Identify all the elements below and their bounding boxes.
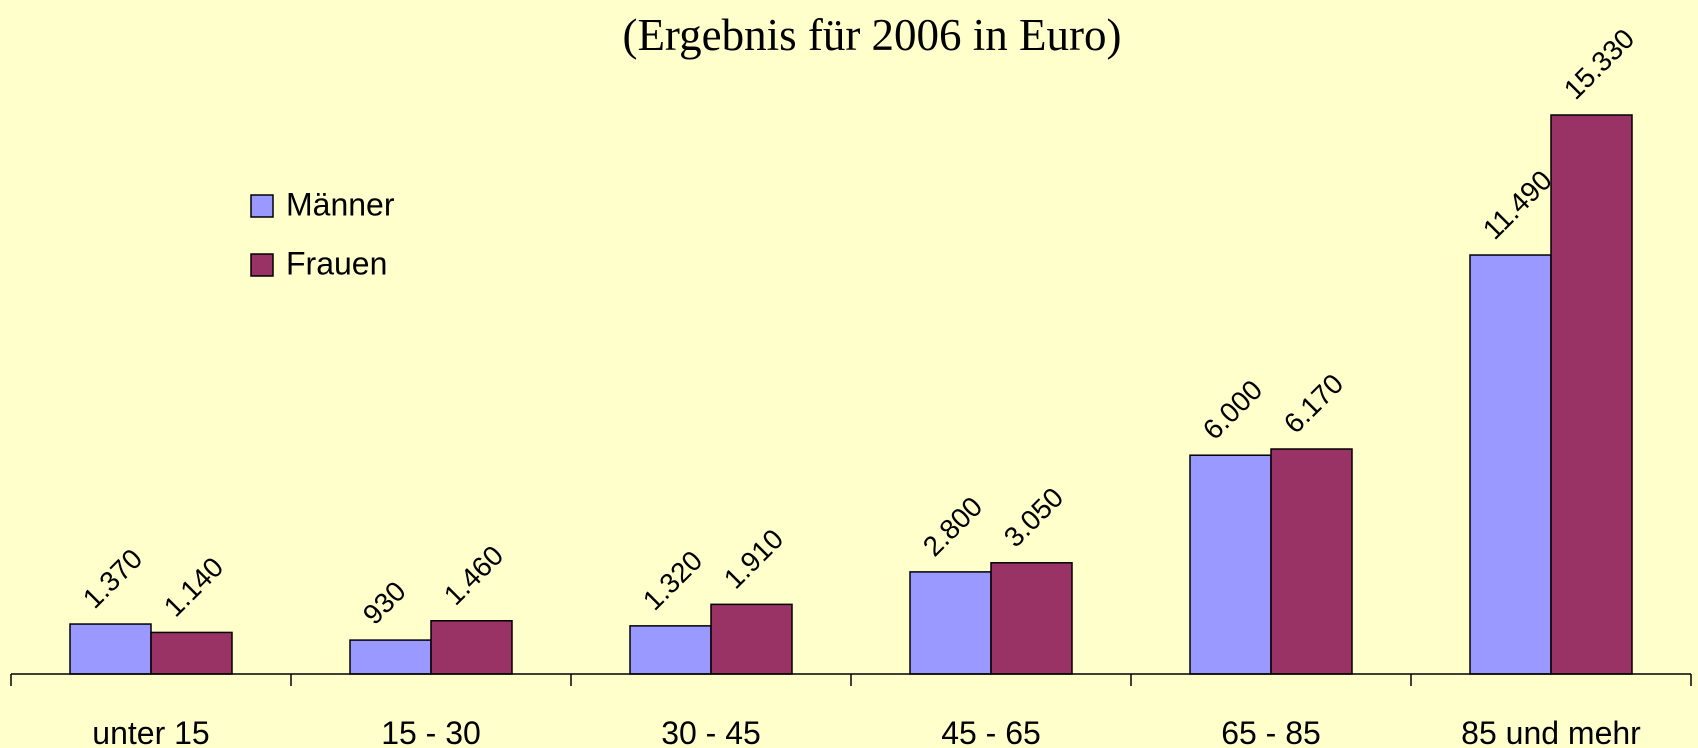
bar: [430, 620, 513, 675]
bar: [150, 631, 233, 675]
bar: [1469, 254, 1552, 675]
bar: [1270, 448, 1353, 675]
legend-label: Männer: [286, 186, 395, 222]
x-tick-label: 85 und mehr: [1461, 715, 1641, 748]
x-tick-label: unter 15: [92, 715, 209, 748]
x-tick-label: 30 - 45: [661, 715, 761, 748]
bar: [1189, 454, 1272, 675]
legend-swatch: [250, 253, 274, 277]
chart-title: (Ergebnis für 2006 in Euro): [622, 10, 1121, 60]
legend-swatch: [250, 194, 274, 218]
x-tick-label: 65 - 85: [1221, 715, 1321, 748]
x-tick-label: 15 - 30: [381, 715, 481, 748]
x-tick-label: 45 - 65: [941, 715, 1041, 748]
bar: [710, 603, 793, 675]
legend-label: Frauen: [286, 245, 387, 281]
bar: [909, 571, 992, 675]
bar: [349, 639, 432, 675]
bar: [990, 562, 1073, 675]
bar: [629, 625, 712, 675]
bar: [69, 623, 152, 675]
bar: [1550, 114, 1633, 675]
